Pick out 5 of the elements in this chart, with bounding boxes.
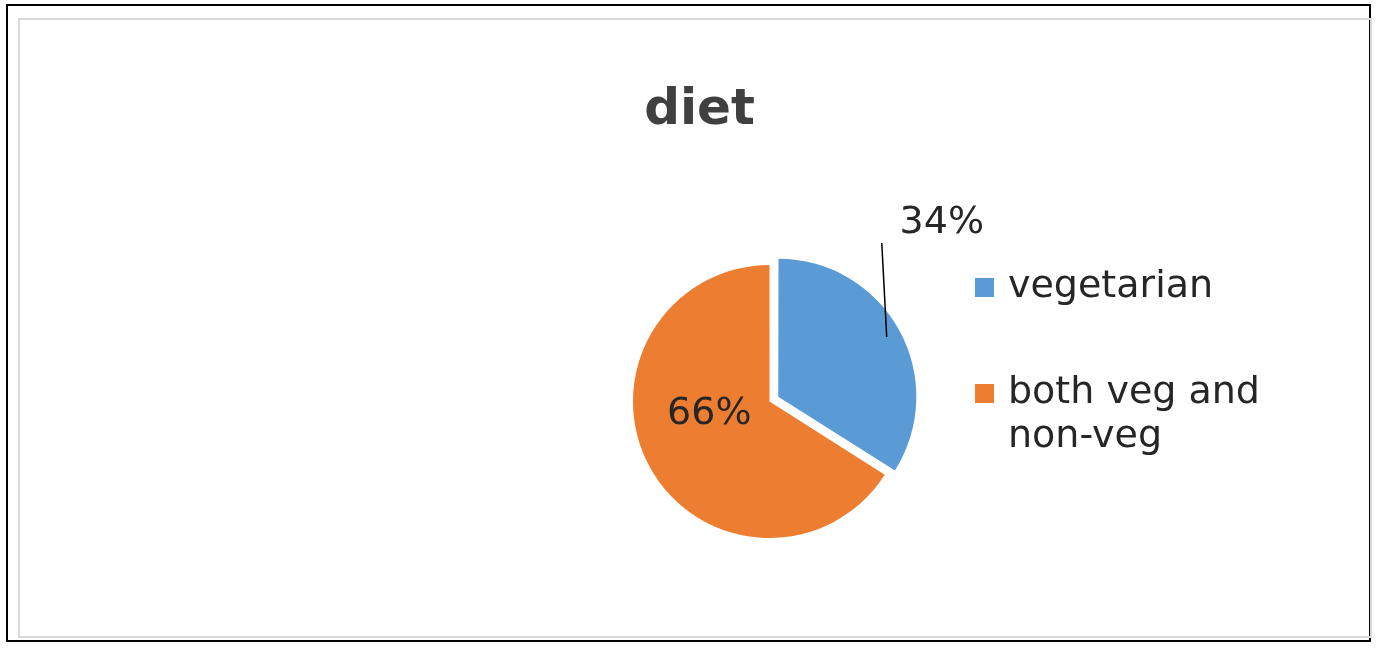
data-label: 66% (667, 388, 752, 433)
legend-label: both veg and non-veg (1008, 368, 1261, 456)
legend-label: vegetarian (1008, 262, 1214, 306)
data-label: 34% (899, 197, 984, 242)
chart-title: diet (643, 78, 756, 136)
